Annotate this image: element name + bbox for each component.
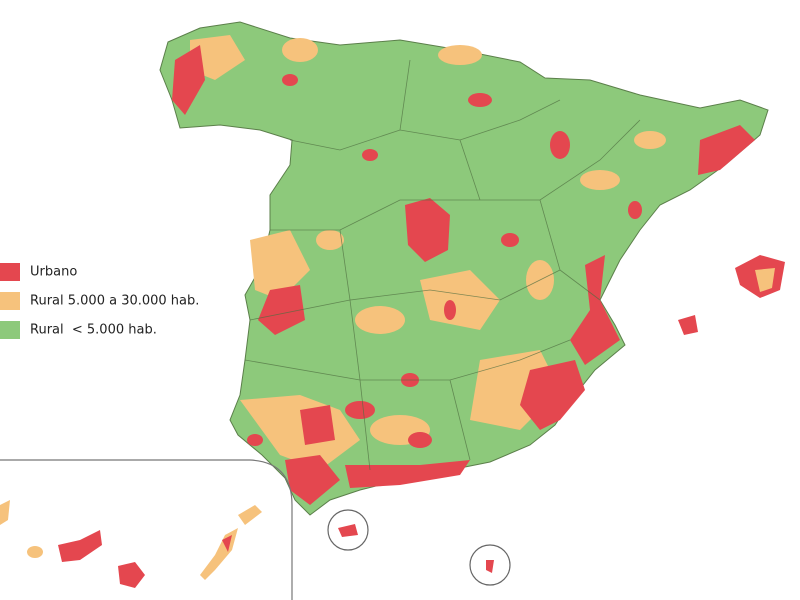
urban-area — [345, 460, 470, 488]
legend-swatch — [0, 292, 20, 310]
urban-area — [468, 93, 492, 107]
urban-area — [698, 125, 755, 175]
urban-area — [550, 131, 570, 159]
island — [0, 500, 10, 525]
urban-area — [362, 149, 378, 161]
melilla — [486, 560, 494, 573]
rural-area — [438, 45, 482, 65]
urban-area — [628, 201, 642, 219]
urban-area — [345, 401, 375, 419]
island — [27, 546, 43, 558]
legend-label: Rural < 5.000 hab. — [30, 323, 157, 338]
ceuta-circle — [327, 509, 369, 551]
urban-area — [408, 432, 432, 448]
lanzarote — [238, 505, 262, 525]
urban-area — [570, 255, 620, 365]
urban-area — [282, 74, 298, 86]
melilla-circle — [469, 544, 511, 586]
legend-swatch — [0, 263, 20, 281]
legend-label: Rural 5.000 a 30.000 hab. — [30, 294, 199, 309]
rural-area — [190, 35, 245, 80]
canary-inset — [0, 459, 293, 600]
urban-area — [300, 405, 335, 445]
gran-canaria — [118, 562, 145, 588]
legend: Urbano Rural 5.000 a 30.000 hab. Rural < 5… — [0, 263, 199, 339]
urban-area — [285, 455, 340, 505]
inset-border — [0, 459, 293, 600]
legend-label: Urbano — [30, 265, 77, 280]
ibiza — [678, 315, 698, 335]
rural-area — [420, 270, 500, 330]
spain-mainland — [159, 21, 769, 516]
rural-area — [316, 230, 344, 250]
ceuta-melilla — [327, 509, 511, 586]
rural-area — [634, 131, 666, 149]
urban-area — [247, 434, 263, 446]
province-border — [244, 59, 641, 471]
mallorca-rural — [755, 268, 775, 292]
urban-area — [405, 198, 450, 262]
ceuta — [338, 524, 358, 537]
tenerife — [58, 530, 102, 562]
urban-area — [258, 285, 305, 335]
rural-area — [250, 230, 310, 300]
fuerteventura-urban — [222, 535, 232, 552]
urban-area — [444, 300, 456, 320]
rural-area — [282, 38, 318, 62]
balearic-islands — [678, 255, 785, 335]
urban-area — [172, 45, 205, 115]
legend-swatch — [0, 321, 20, 339]
rural-area — [580, 170, 620, 190]
fuerteventura — [200, 528, 238, 580]
urban-area — [501, 233, 519, 247]
rural-area — [355, 306, 405, 334]
peninsula — [159, 21, 769, 516]
urban-area — [520, 360, 585, 430]
